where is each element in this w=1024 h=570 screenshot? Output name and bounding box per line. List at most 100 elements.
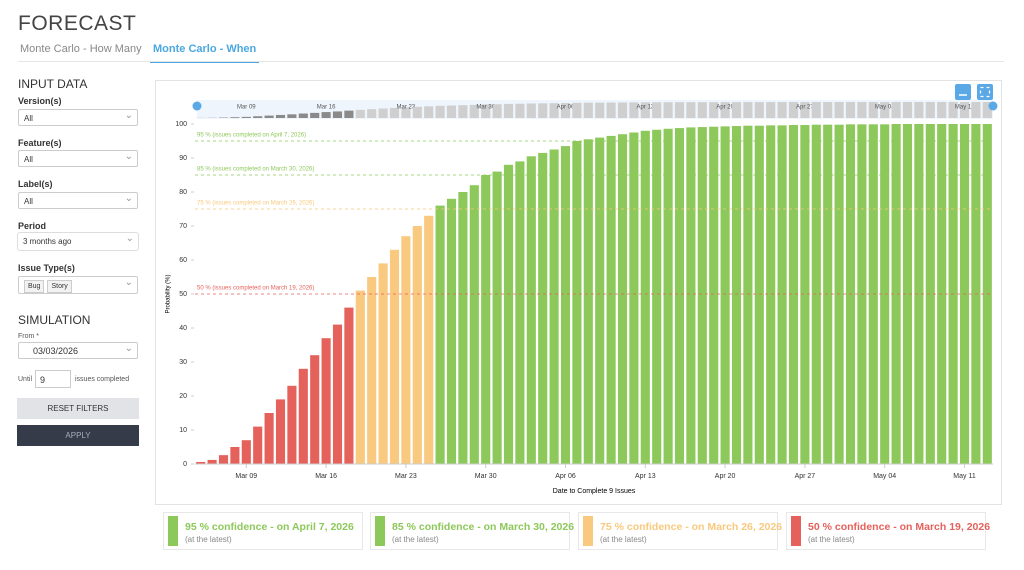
navigator-bar bbox=[697, 102, 707, 118]
card-note: (at the latest) bbox=[808, 535, 855, 544]
navigator-bar bbox=[686, 102, 696, 118]
fullscreen-button[interactable] bbox=[977, 84, 993, 100]
select[interactable]: All bbox=[18, 190, 138, 209]
select[interactable]: All bbox=[18, 148, 138, 167]
bar bbox=[458, 192, 468, 464]
bar bbox=[595, 137, 605, 464]
reset-button[interactable]: RESET FILTERS bbox=[17, 398, 139, 419]
navigator-handle[interactable] bbox=[988, 101, 998, 111]
navigator-bar bbox=[321, 112, 331, 118]
navigator-bar bbox=[925, 102, 935, 118]
navigator-handle[interactable] bbox=[192, 101, 202, 111]
navigator-label: May 11 bbox=[955, 105, 975, 111]
y-tick-label: 70 bbox=[179, 223, 187, 230]
bar bbox=[538, 152, 548, 464]
navigator-label: Apr 06 bbox=[557, 105, 575, 111]
confidence-card: 85 % confidence - on March 30, 2026 (at t… bbox=[370, 512, 574, 550]
field-suffix: issues completed bbox=[75, 376, 130, 383]
bar bbox=[902, 124, 913, 464]
x-tick-label: Apr 27 bbox=[795, 473, 816, 480]
card-note: (at the latest) bbox=[392, 535, 439, 544]
confidence-line-label: 95 % (issues completed on April 7, 2026) bbox=[197, 133, 306, 139]
x-tick-label: Mar 16 bbox=[315, 473, 337, 480]
field-label: Version(s) bbox=[18, 96, 62, 106]
select[interactable]: 3 months ago bbox=[18, 230, 138, 250]
navigator-bar bbox=[481, 104, 491, 118]
navigator-bar bbox=[743, 102, 753, 118]
bar bbox=[321, 338, 331, 464]
navigator-label: Mar 30 bbox=[476, 105, 495, 111]
date-input[interactable]: 03/03/2026 bbox=[18, 340, 138, 359]
tag[interactable]: Bug bbox=[24, 280, 45, 293]
number-input[interactable]: 9 bbox=[35, 370, 71, 388]
card-note: (at the latest) bbox=[185, 535, 232, 544]
bar bbox=[332, 324, 343, 464]
navigator-bar bbox=[253, 116, 263, 118]
navigator-bar bbox=[788, 102, 799, 118]
icon bbox=[979, 86, 991, 98]
navigator-bar bbox=[538, 103, 548, 118]
y-tick-label: 100 bbox=[175, 121, 187, 128]
bar bbox=[925, 124, 935, 464]
navigator-bar bbox=[526, 103, 536, 118]
select[interactable]: All bbox=[18, 107, 138, 126]
navigator-bar bbox=[287, 114, 297, 118]
card-title: 75 % confidence - on March 26, 2026 bbox=[600, 521, 783, 533]
x-tick-label: May 11 bbox=[953, 473, 976, 480]
navigator-bar bbox=[492, 104, 502, 118]
bar bbox=[503, 164, 514, 465]
card-title: 50 % confidence - on March 19, 2026 bbox=[808, 521, 991, 533]
apply-button[interactable]: APPLY bbox=[17, 425, 139, 446]
navigator-bar bbox=[982, 102, 992, 118]
navigator-bar bbox=[845, 102, 856, 118]
navigator-bar bbox=[834, 102, 844, 118]
navigator-bar bbox=[902, 102, 913, 118]
bar bbox=[241, 440, 251, 464]
bar bbox=[492, 171, 502, 464]
navigator-bar bbox=[595, 102, 605, 118]
navigator-bar bbox=[549, 103, 559, 118]
field-label: Issue Type(s) bbox=[18, 263, 75, 273]
navigator-bar bbox=[959, 102, 970, 118]
card-color bbox=[791, 516, 801, 546]
bar bbox=[549, 149, 559, 464]
bar bbox=[310, 355, 320, 464]
zoom-out-button[interactable] bbox=[955, 84, 971, 100]
tag[interactable]: Story bbox=[47, 280, 72, 293]
x-tick-label: Apr 20 bbox=[715, 473, 736, 480]
navigator-bar bbox=[275, 114, 286, 118]
bar bbox=[367, 277, 377, 464]
navigator-bar bbox=[389, 107, 400, 118]
bar bbox=[344, 307, 354, 464]
bar bbox=[811, 124, 821, 465]
tab[interactable]: Monte Carlo - How Many bbox=[20, 43, 142, 55]
bar bbox=[629, 132, 639, 464]
bar bbox=[253, 426, 263, 464]
y-axis-title: Probability (%) bbox=[166, 274, 172, 313]
bar bbox=[697, 127, 707, 464]
bar bbox=[880, 124, 890, 464]
confidence-line-label: 85 % (issues completed on March 30, 2026… bbox=[197, 167, 314, 173]
tag-select[interactable]: Bug Story bbox=[18, 274, 138, 294]
navigator-bar bbox=[674, 102, 685, 118]
tab-active[interactable]: Monte Carlo - When bbox=[150, 43, 260, 63]
chart: Probability (%) Date to Complete 9 Issue… bbox=[166, 84, 998, 495]
navigator-bar bbox=[880, 102, 890, 118]
bar bbox=[800, 125, 810, 464]
x-tick-label: May 04 bbox=[873, 473, 896, 480]
y-tick-label: 60 bbox=[179, 257, 187, 264]
field-label: Until bbox=[18, 376, 33, 383]
bar bbox=[777, 125, 787, 465]
bar bbox=[617, 134, 628, 464]
bar bbox=[424, 215, 434, 464]
bar bbox=[230, 447, 240, 464]
bar bbox=[743, 125, 753, 464]
navigator-bar bbox=[458, 105, 468, 118]
navigator-bar bbox=[914, 102, 924, 118]
navigator-bar bbox=[583, 102, 593, 118]
navigator-label: Apr 20 bbox=[716, 105, 734, 111]
bar bbox=[515, 161, 525, 464]
navigator-bar bbox=[298, 113, 308, 118]
x-tick-label: Mar 09 bbox=[235, 473, 257, 480]
card-color bbox=[168, 516, 178, 546]
